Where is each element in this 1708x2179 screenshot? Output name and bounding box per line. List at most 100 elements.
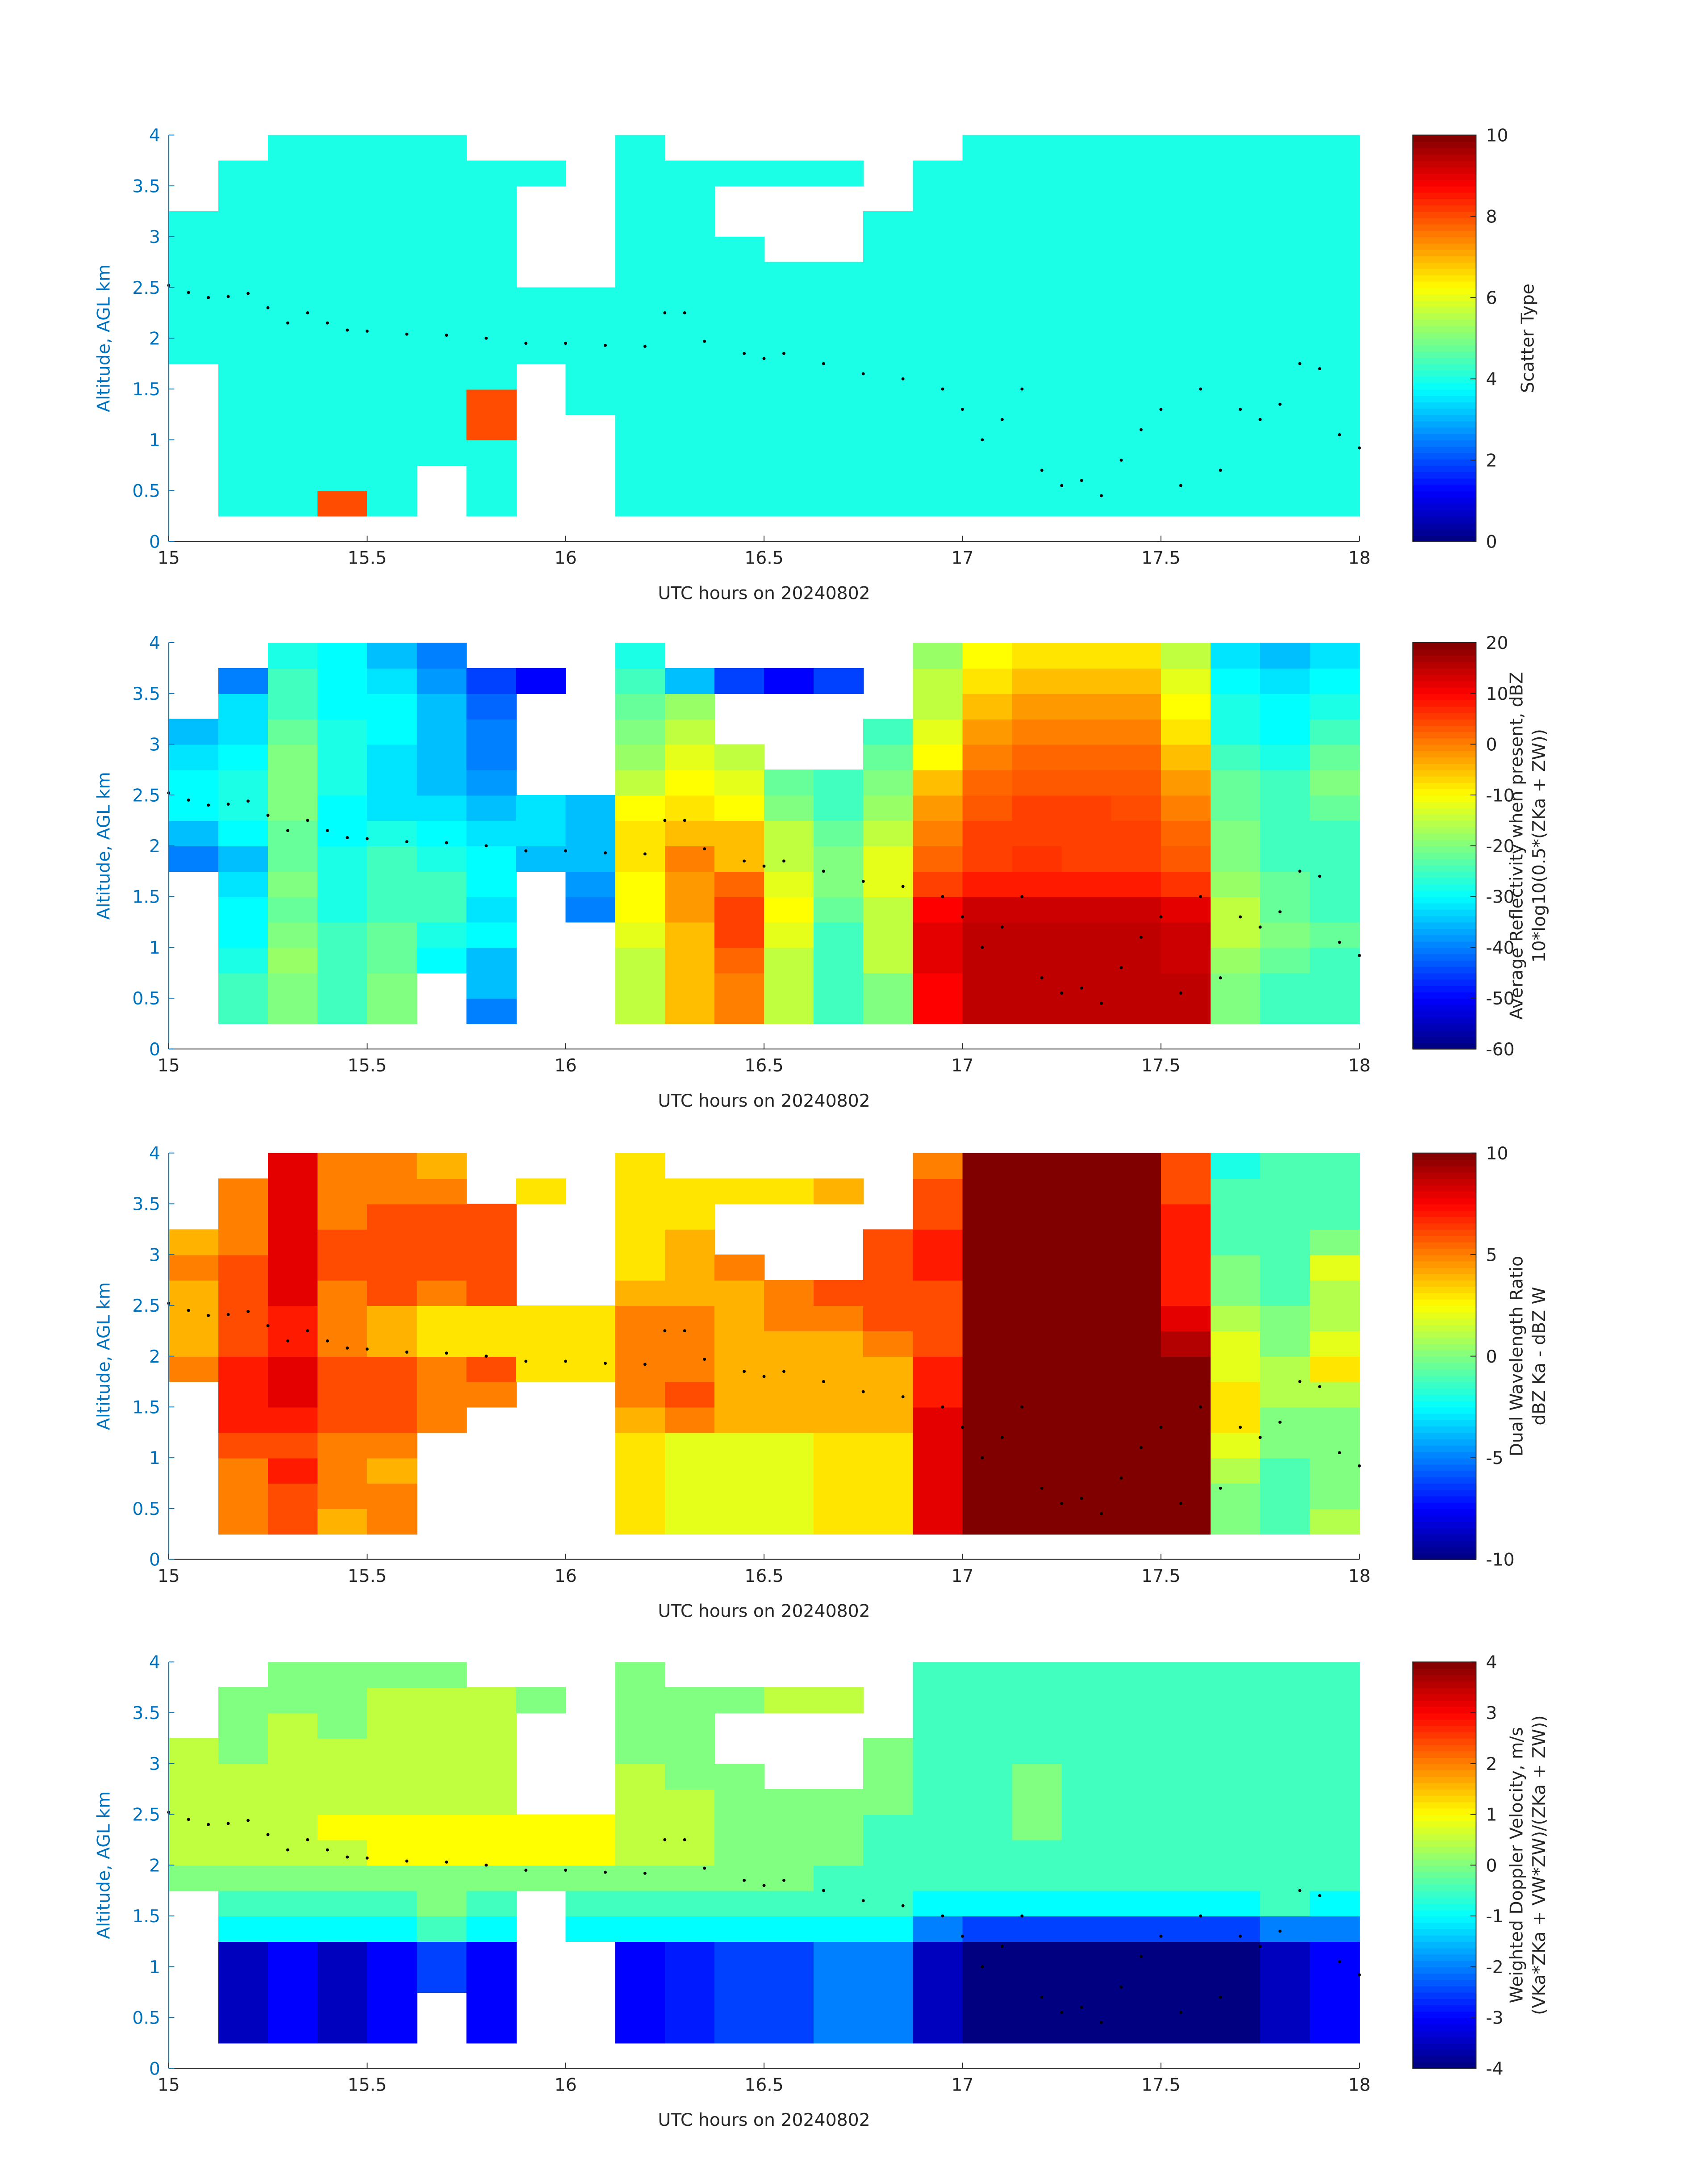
- cell: [1111, 719, 1162, 745]
- y-tick-label: 1: [149, 430, 160, 451]
- cell: [714, 1356, 765, 1382]
- cell: [1161, 1330, 1211, 1357]
- cell: [1061, 922, 1112, 948]
- cell: [367, 1305, 418, 1331]
- colorbar-swatch: [1412, 1432, 1476, 1439]
- colorbar-swatch: [1412, 179, 1476, 187]
- layer-dot: [1080, 479, 1083, 482]
- layer-dot: [207, 296, 210, 299]
- cell: [367, 1381, 418, 1408]
- cell: [1111, 236, 1162, 263]
- cell: [714, 338, 765, 364]
- cell: [1012, 1890, 1062, 1917]
- y-tick-label: 3.5: [132, 1703, 160, 1723]
- cell: [1061, 693, 1112, 719]
- cell: [367, 313, 418, 339]
- cell: [466, 973, 517, 999]
- cell: [664, 795, 715, 821]
- colorbar-swatch: [1412, 1255, 1476, 1262]
- y-tick-label: 1.5: [132, 1906, 160, 1927]
- layer-dot: [1357, 1973, 1361, 1977]
- cell: [317, 1916, 368, 1942]
- cell: [814, 1916, 864, 1942]
- cell: [1012, 364, 1062, 390]
- layer-dot: [1000, 1436, 1004, 1439]
- cell: [1260, 871, 1311, 897]
- layer-dot: [226, 1822, 230, 1825]
- cell: [1111, 1255, 1162, 1281]
- layer-dot: [1338, 1960, 1341, 1963]
- cell: [1210, 744, 1261, 770]
- colorbar-swatch: [1412, 649, 1476, 656]
- cell: [1260, 1966, 1311, 1993]
- cell: [1161, 1662, 1211, 1688]
- cell: [913, 1280, 963, 1306]
- layer-dot: [1179, 484, 1182, 487]
- cell: [1161, 1178, 1211, 1205]
- cell: [615, 1381, 666, 1408]
- cell: [1111, 770, 1162, 796]
- cell: [962, 1865, 1013, 1891]
- cell: [367, 1941, 418, 1967]
- cell: [417, 287, 467, 314]
- cell: [1310, 820, 1360, 847]
- cell: [1111, 439, 1162, 466]
- layer-dot: [1357, 1464, 1361, 1468]
- cell: [218, 1713, 269, 1739]
- cell: [1061, 490, 1112, 517]
- colorbar-swatch: [1412, 2011, 1476, 2018]
- colorbar-tick-label: 3: [1486, 1703, 1497, 1723]
- cell: [913, 1662, 963, 1688]
- colorbar-swatch: [1412, 661, 1476, 669]
- cell: [1310, 1966, 1360, 1993]
- cell: [267, 642, 318, 669]
- cell: [615, 1229, 666, 1255]
- cell: [962, 1255, 1013, 1281]
- layer-dot: [743, 1878, 746, 1882]
- layer-dot: [1020, 1914, 1024, 1918]
- cell: [1210, 1204, 1261, 1230]
- colorbar-swatch: [1412, 1738, 1476, 1745]
- cell: [1012, 1330, 1062, 1357]
- x-axis-label: UTC hours on 20240802: [658, 583, 870, 603]
- cell: [1111, 1966, 1162, 1993]
- x-tick-label: 16: [555, 1055, 577, 1076]
- cell: [466, 871, 517, 897]
- colorbar-swatch: [1412, 1388, 1476, 1395]
- colorbar-swatch: [1412, 1451, 1476, 1459]
- colorbar-swatch: [1412, 1153, 1476, 1160]
- layer-dot: [703, 339, 706, 343]
- colorbar-label: dBZ Ka - dBZ W: [1529, 1287, 1549, 1425]
- cell: [218, 1890, 269, 1917]
- cell: [168, 1255, 219, 1281]
- cell: [664, 1890, 715, 1917]
- layer-dot: [1159, 1934, 1163, 1938]
- cell: [1111, 693, 1162, 719]
- cell: [1061, 262, 1112, 288]
- colorbar-swatch: [1412, 941, 1476, 948]
- cell: [1161, 414, 1211, 441]
- cell: [913, 1255, 963, 1281]
- cell: [417, 1229, 467, 1255]
- cell: [168, 1330, 219, 1357]
- colorbar-tick-label: -5: [1486, 1448, 1503, 1468]
- cell: [565, 313, 616, 339]
- cell: [1310, 795, 1360, 821]
- cell: [913, 1916, 963, 1942]
- cell: [863, 1916, 914, 1942]
- cell: [565, 871, 616, 897]
- colorbar-swatch: [1412, 1928, 1476, 1936]
- cell: [1260, 845, 1311, 872]
- layer-dot: [1119, 966, 1123, 970]
- cell: [664, 160, 715, 187]
- colorbar: [1412, 135, 1476, 542]
- cell: [466, 744, 517, 770]
- layer-dot: [365, 329, 369, 333]
- cell: [367, 1458, 418, 1484]
- cell: [1012, 1178, 1062, 1205]
- layer-dot: [1199, 1914, 1203, 1918]
- layer-dot: [365, 837, 369, 841]
- x-tick-label: 16: [555, 548, 577, 569]
- cell: [218, 770, 269, 796]
- colorbar-swatch: [1412, 1401, 1476, 1408]
